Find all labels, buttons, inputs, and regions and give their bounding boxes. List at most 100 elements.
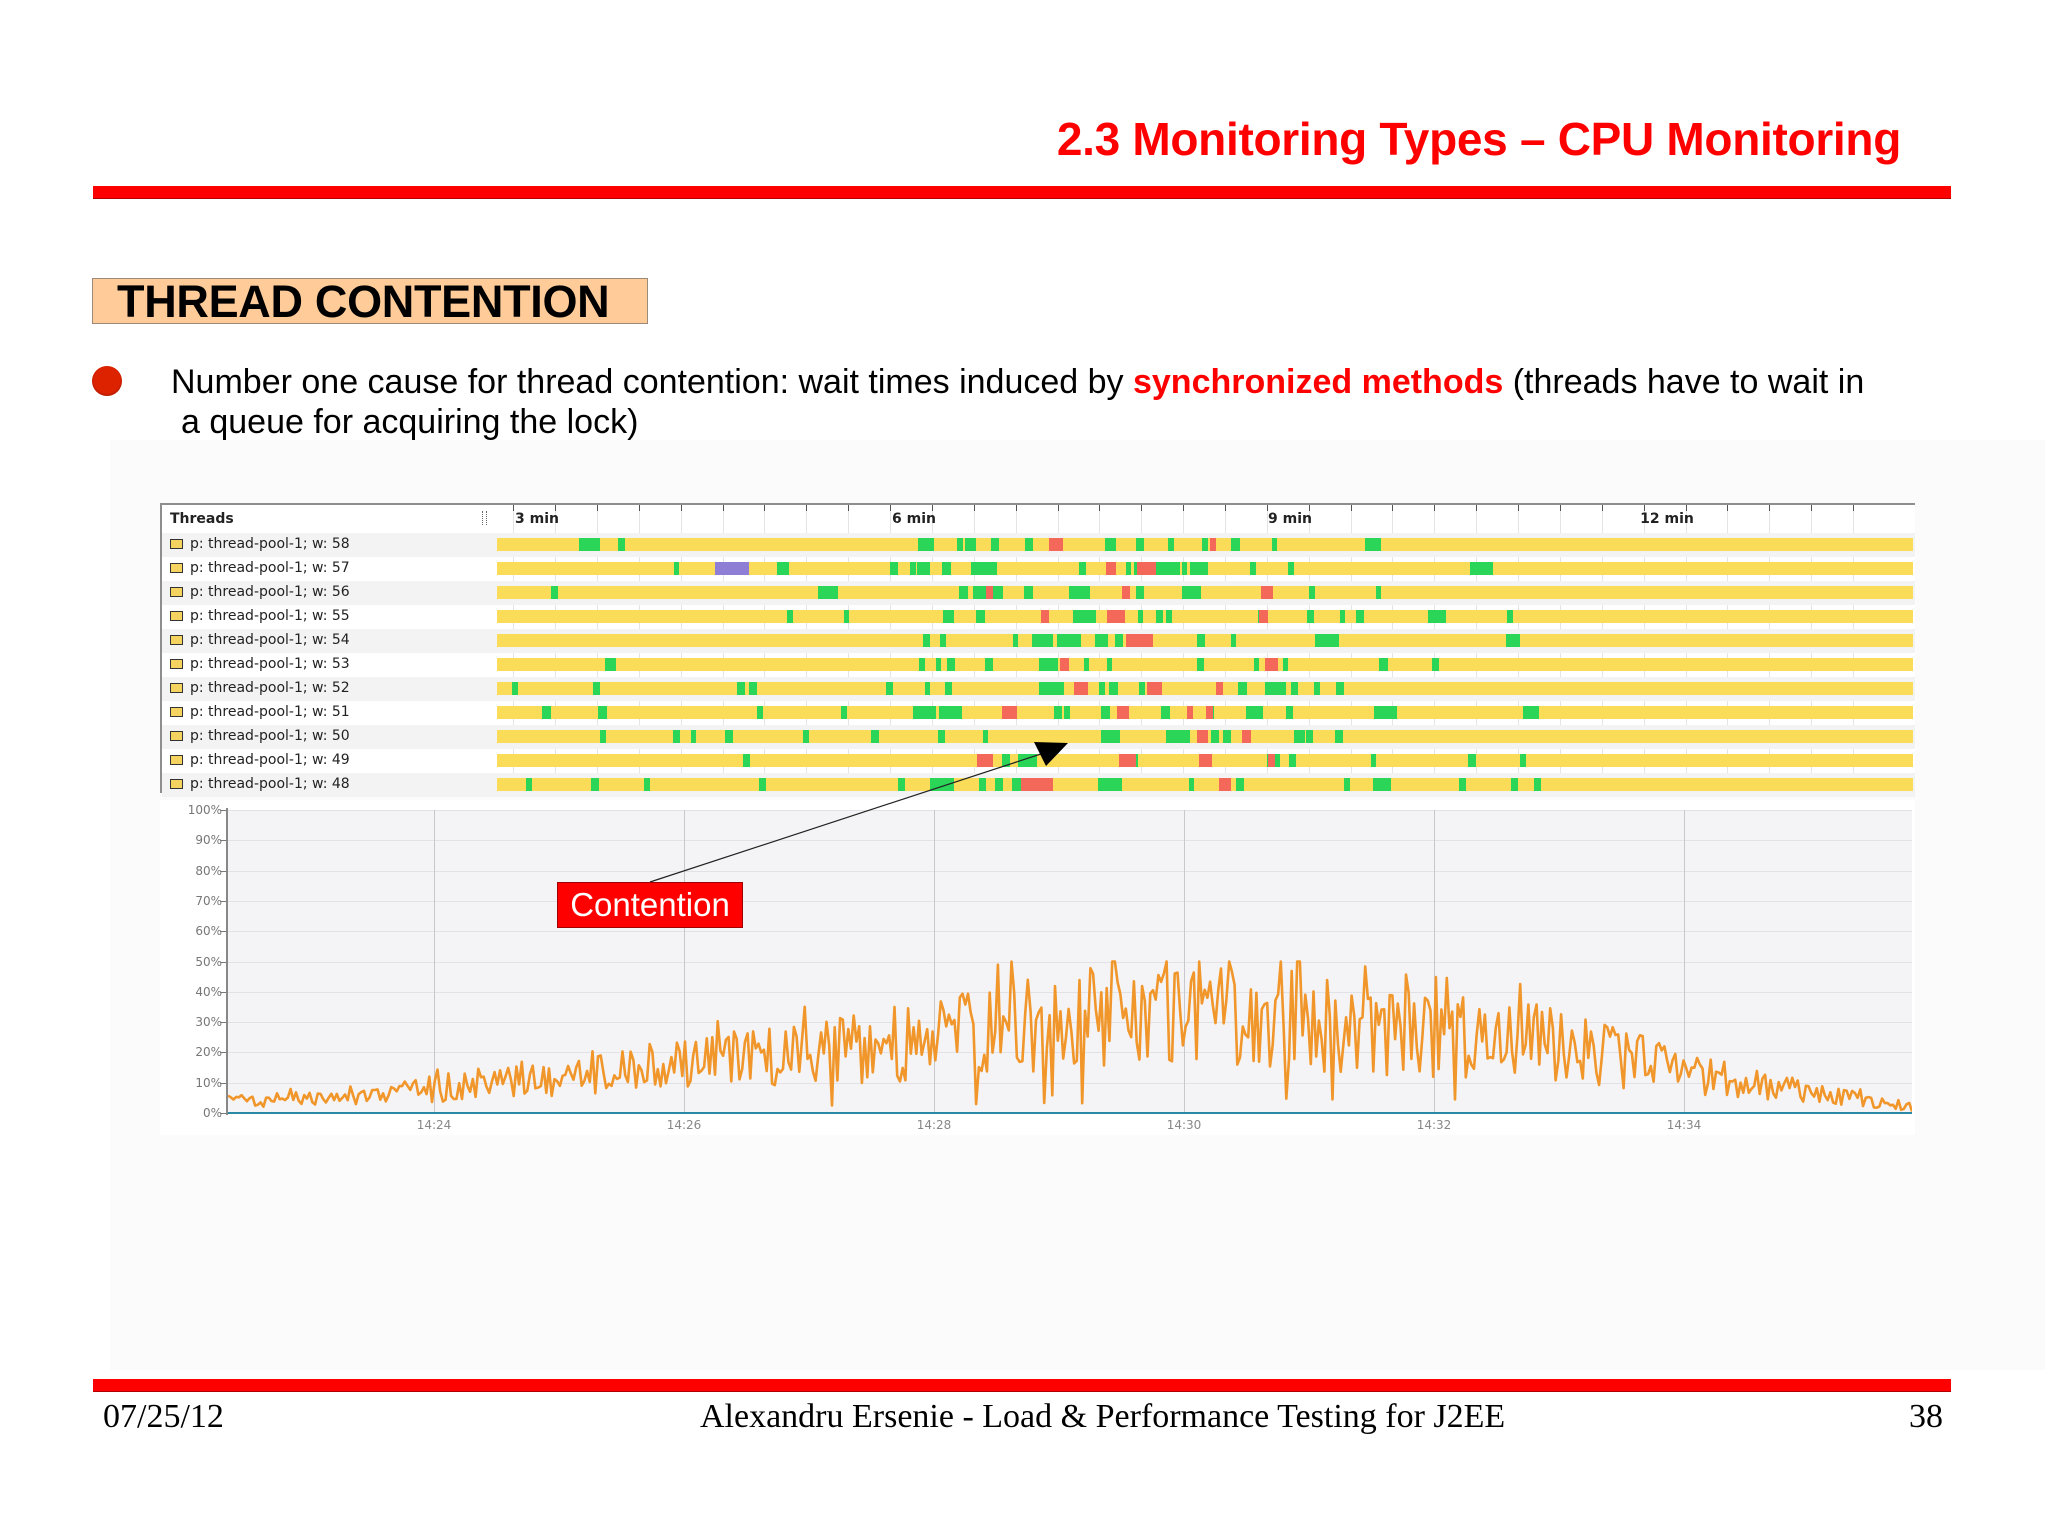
timeline-tick	[1015, 505, 1017, 511]
thread-state-bar	[497, 778, 1913, 791]
column-resize-handle[interactable]	[482, 511, 487, 525]
gridline	[1434, 810, 1435, 1113]
y-tick-mark	[220, 961, 226, 963]
footer-title: Alexandru Ersenie - Load & Performance T…	[700, 1398, 1506, 1435]
gridline	[684, 810, 685, 1113]
thread-label: p: thread-pool-1; w: 57	[190, 560, 350, 576]
bullet-text-after: (threads have to wait in	[1503, 363, 1865, 401]
bottom-divider	[93, 1379, 1951, 1392]
gridline	[228, 900, 1912, 902]
thread-state-icon	[170, 683, 183, 693]
y-tick-mark	[220, 870, 226, 872]
thread-state-bar	[497, 610, 1913, 623]
timeline-tick	[1811, 505, 1813, 511]
thread-row[interactable]: p: thread-pool-1; w: 54	[162, 629, 1915, 653]
timeline-tick	[1852, 505, 1854, 511]
y-axis	[226, 808, 228, 1115]
timeline-tick	[1601, 505, 1603, 511]
y-tick-label: 10%	[195, 1075, 222, 1090]
timeline-label-12min: 12 min	[1640, 511, 1694, 527]
bullet-text-before: Number one cause for thread contention: …	[171, 363, 1133, 401]
y-tick-mark	[220, 840, 226, 842]
thread-label: p: thread-pool-1; w: 53	[190, 656, 350, 672]
threads-column-header[interactable]: Threads	[170, 511, 234, 527]
thread-row[interactable]: p: thread-pool-1; w: 58	[162, 533, 1915, 557]
thread-state-bar	[497, 562, 1913, 575]
gridline	[228, 961, 1912, 963]
timeline-label-6min: 6 min	[892, 511, 936, 527]
thread-label: p: thread-pool-1; w: 55	[190, 608, 350, 624]
y-tick-mark	[220, 900, 226, 902]
timeline-tick	[1559, 505, 1561, 511]
timeline-tick	[596, 505, 598, 511]
timeline-tick	[848, 505, 850, 511]
bullet-highlight: synchronized methods	[1132, 363, 1504, 401]
section-heading-text: THREAD CONTENTION	[117, 276, 610, 327]
cpu-usage-chart: 100% 90% 80% 70% 60% 50% 40% 30% 20% 10% 0% 14:24 1…	[160, 800, 1915, 1135]
gridline	[228, 870, 1912, 872]
gridline	[1684, 810, 1685, 1113]
thread-timeline-panel: p: thread-pool-1; w: 58 p: thread-pool-1;…	[160, 503, 1915, 797]
x-tick-label: 14:30	[1166, 1118, 1202, 1132]
thread-row[interactable]: p: thread-pool-1; w: 55	[162, 605, 1915, 629]
thread-row[interactable]: p: thread-pool-1; w: 53	[162, 653, 1915, 677]
timeline-label-9min: 9 min	[1268, 511, 1312, 527]
timeline-tick	[722, 505, 724, 511]
x-tick-label: 14:32	[1416, 1118, 1452, 1132]
x-axis	[228, 1112, 1912, 1114]
gridline	[434, 810, 435, 1113]
y-tick-mark	[220, 931, 226, 933]
timeline-tick	[513, 505, 515, 511]
timeline-tick	[890, 505, 892, 511]
y-tick-label: 40%	[195, 984, 222, 999]
thread-state-icon	[170, 659, 183, 669]
bullet-text: Number one cause for thread contention: …	[171, 362, 1991, 442]
footer-date: 07/25/12	[103, 1398, 224, 1435]
thread-state-icon	[170, 779, 183, 789]
thread-state-icon	[170, 587, 183, 597]
timeline-tick	[1727, 505, 1729, 511]
thread-state-bar	[497, 754, 1913, 767]
top-divider	[93, 186, 1951, 199]
y-tick-label: 50%	[195, 954, 222, 969]
thread-state-icon	[170, 611, 183, 621]
bullet-text-line2: a queue for acquiring the lock)	[181, 403, 639, 441]
thread-row[interactable]: p: thread-pool-1; w: 48	[162, 773, 1915, 797]
thread-row[interactable]: p: thread-pool-1; w: 51	[162, 701, 1915, 725]
thread-row[interactable]: p: thread-pool-1; w: 49	[162, 749, 1915, 773]
y-tick-label: 100%	[187, 803, 222, 817]
section-heading: THREAD CONTENTION	[92, 276, 648, 327]
contention-annotation: Contention	[557, 882, 743, 928]
timeline-tick	[1224, 505, 1226, 511]
page-number: 38	[1909, 1398, 1943, 1435]
timeline-tick	[1518, 505, 1520, 511]
gridline	[934, 810, 935, 1113]
thread-row[interactable]: p: thread-pool-1; w: 57	[162, 557, 1915, 581]
thread-row[interactable]: p: thread-pool-1; w: 56	[162, 581, 1915, 605]
timeline-tick	[638, 505, 640, 511]
gridline	[228, 840, 1912, 842]
chart-plot-area	[228, 810, 1912, 1114]
thread-label: p: thread-pool-1; w: 51	[190, 704, 350, 720]
thread-state-bar	[497, 658, 1913, 671]
timeline-tick	[1434, 505, 1436, 511]
timeline-tick	[1183, 505, 1185, 511]
timeline-tick	[1141, 505, 1143, 511]
slide-title: 2.3 Monitoring Types – CPU Monitoring	[1056, 113, 1901, 165]
y-tick-mark	[220, 810, 226, 811]
contention-annotation-text: Contention	[570, 886, 730, 923]
thread-row[interactable]: p: thread-pool-1; w: 52	[162, 677, 1915, 701]
thread-state-icon	[170, 635, 183, 645]
timeline-tick	[1476, 505, 1478, 511]
thread-row[interactable]: p: thread-pool-1; w: 50	[162, 725, 1915, 749]
bullet-icon	[92, 366, 122, 396]
thread-state-bar	[497, 538, 1913, 551]
thread-state-icon	[170, 731, 183, 741]
x-tick-label: 14:24	[416, 1118, 452, 1132]
timeline-tick	[806, 505, 808, 511]
gridline	[1184, 810, 1185, 1113]
gridline	[228, 931, 1912, 933]
timeline-tick	[1350, 505, 1352, 511]
y-tick-label: 60%	[195, 924, 222, 939]
y-tick-label: 0%	[202, 1106, 222, 1120]
